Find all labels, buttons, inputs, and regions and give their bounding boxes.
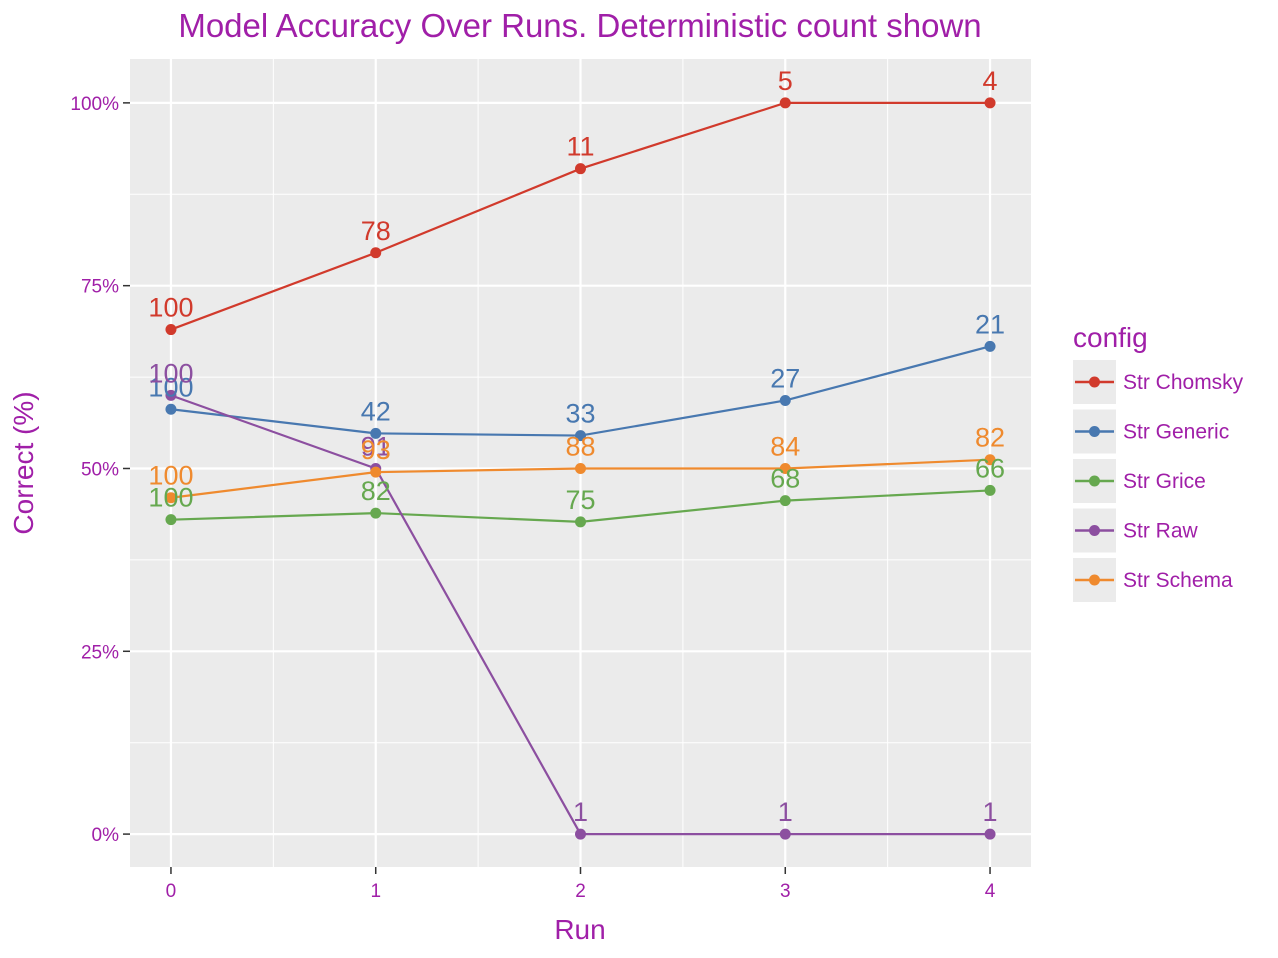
data-label-str-generic: 100 — [148, 372, 193, 402]
x-axis: 0 1 2 3 4 — [166, 867, 996, 902]
legend-item-str-generic: Str Generic — [1073, 409, 1229, 454]
data-label-str-grice: 66 — [975, 453, 1005, 483]
data-label-str-generic: 27 — [770, 363, 800, 393]
series-points — [165, 97, 996, 840]
y-tick-label: 100% — [70, 94, 119, 115]
legend-item-str-raw: Str Raw — [1073, 508, 1199, 553]
data-point-str-schema — [984, 454, 996, 466]
legend-key-point — [1089, 426, 1100, 437]
data-label-str-raw: 1 — [778, 797, 793, 827]
data-point-str-grice — [165, 514, 177, 526]
data-label-str-chomsky: 5 — [778, 66, 793, 96]
data-point-str-generic — [575, 430, 586, 442]
data-label-str-grice: 82 — [361, 476, 391, 506]
data-point-str-grice — [779, 495, 791, 507]
legend-key-point — [1089, 376, 1100, 388]
data-label-str-schema: 88 — [565, 431, 595, 461]
data-label-str-raw: 100 — [148, 358, 193, 388]
y-tick-label: 50% — [81, 459, 119, 480]
data-point-str-chomsky — [984, 97, 996, 109]
x-axis-title: Run — [554, 914, 605, 945]
data-point-str-raw — [779, 828, 791, 840]
y-axis: 0% 25% 50% 75% 100% — [70, 94, 130, 846]
x-tick-label: 1 — [370, 881, 381, 902]
legend-item-str-chomsky: Str Chomsky — [1073, 360, 1244, 404]
data-label-str-chomsky: 78 — [361, 216, 391, 246]
legend-label: Str Raw — [1123, 520, 1199, 543]
chart-title: Model Accuracy Over Runs. Deterministic … — [178, 7, 981, 44]
data-point-str-schema — [575, 462, 586, 474]
x-tick-label: 0 — [166, 881, 177, 902]
y-tick-label: 75% — [81, 277, 119, 298]
x-tick-label: 2 — [575, 881, 586, 902]
legend-label: Str Chomsky — [1123, 371, 1244, 394]
y-tick-label: 0% — [92, 825, 120, 846]
data-point-str-raw — [575, 828, 586, 840]
legend-key-point — [1089, 525, 1100, 536]
data-point-str-chomsky — [779, 97, 791, 109]
data-label-str-grice: 68 — [770, 464, 800, 494]
data-label-str-grice: 100 — [148, 483, 193, 513]
y-tick-label: 25% — [81, 642, 119, 663]
data-point-str-chomsky — [165, 324, 177, 336]
data-point-str-schema — [165, 492, 177, 504]
data-label-str-generic: 33 — [565, 399, 595, 429]
data-label-str-chomsky: 4 — [983, 66, 998, 96]
data-point-str-generic — [165, 403, 177, 415]
data-label-str-raw: 1 — [573, 797, 588, 827]
legend-key-point — [1089, 475, 1100, 487]
data-label-str-generic: 21 — [975, 309, 1005, 339]
legend-label: Str Grice — [1123, 470, 1206, 493]
data-label-str-schema: 93 — [361, 435, 391, 465]
data-point-str-schema — [779, 462, 791, 474]
legend-title: config — [1073, 322, 1148, 353]
data-point-str-chomsky — [370, 247, 382, 259]
data-point-str-raw — [984, 828, 996, 840]
legend-item-str-schema: Str Schema — [1073, 558, 1233, 602]
data-label-str-schema: 100 — [148, 461, 193, 491]
data-label-str-raw: 91 — [361, 431, 391, 461]
data-label-str-chomsky: 11 — [566, 132, 594, 162]
data-point-str-schema — [370, 466, 382, 478]
legend-label: Str Schema — [1123, 569, 1233, 592]
legend-key-point — [1089, 574, 1100, 586]
data-point-str-chomsky — [575, 163, 586, 175]
legend-items: Str Chomsky Str Generic Str Grice Str Raw St… — [1073, 360, 1244, 602]
x-tick-label: 3 — [780, 881, 791, 902]
data-label-str-chomsky: 100 — [148, 293, 193, 323]
data-label-str-grice: 75 — [565, 485, 595, 515]
y-axis-title: Correct (%) — [8, 391, 39, 534]
data-label-str-schema: 82 — [975, 423, 1005, 453]
legend-item-str-grice: Str Grice — [1073, 459, 1206, 503]
data-point-str-generic — [779, 394, 791, 406]
data-label-str-generic: 42 — [361, 396, 391, 426]
data-label-str-raw: 1 — [983, 797, 998, 827]
x-tick-label: 4 — [985, 881, 996, 902]
data-point-str-raw — [165, 389, 177, 401]
data-label-str-schema: 84 — [770, 431, 800, 461]
data-point-str-generic — [984, 340, 996, 352]
legend-label: Str Generic — [1123, 421, 1229, 444]
data-point-str-generic — [370, 427, 382, 439]
data-point-str-grice — [370, 507, 382, 519]
data-point-str-grice — [575, 516, 586, 528]
data-point-str-grice — [984, 484, 996, 496]
